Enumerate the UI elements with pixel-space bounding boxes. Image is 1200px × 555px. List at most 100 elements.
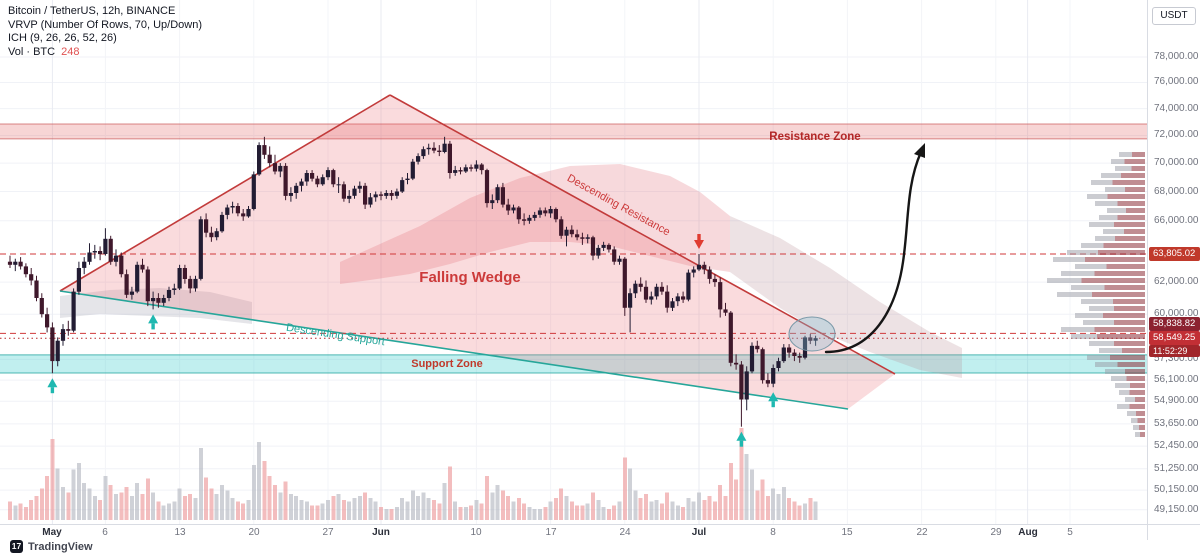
profile-row-up	[1119, 390, 1130, 395]
volume-bar	[225, 490, 230, 520]
price-axis[interactable]: USDT 78,000.00 76,000.00 74,000.00 72,000.0…	[1147, 0, 1200, 524]
chart-area[interactable]: Falling Wedge Descending Resistance Descen…	[0, 0, 1147, 524]
candle-body	[569, 229, 574, 235]
volume-bar	[379, 507, 383, 520]
candle-body	[225, 207, 230, 215]
volume-bar	[373, 501, 378, 520]
axis-price-label: 66,000.00	[1154, 215, 1199, 226]
volume-profile	[1047, 152, 1145, 437]
currency-button[interactable]: USDT	[1152, 7, 1196, 25]
candle-body	[76, 268, 81, 292]
support-zone[interactable]	[0, 354, 1147, 373]
volume-bar	[278, 492, 283, 520]
volume-bar	[156, 501, 161, 520]
legend-symbol-row[interactable]: Bitcoin / TetherUS, 12h, BINANCE	[8, 5, 176, 17]
candle-body	[723, 309, 728, 313]
volume-bar	[326, 499, 330, 520]
candle-body	[151, 298, 156, 302]
annotation-falling-wedge[interactable]: Falling Wedge	[419, 269, 520, 286]
profile-row-down	[1117, 362, 1145, 367]
profile-row-up	[1061, 271, 1095, 276]
volume-bar	[644, 494, 648, 520]
candle-body	[734, 362, 739, 365]
candle-body	[575, 234, 580, 238]
candle-body	[516, 207, 521, 220]
volume-bar	[585, 503, 590, 520]
profile-row-up	[1089, 222, 1115, 227]
candle-body	[659, 286, 664, 292]
volume-bar	[739, 428, 744, 520]
profile-row-down	[1129, 390, 1145, 395]
candle-body	[495, 187, 500, 201]
candle-body	[431, 147, 437, 151]
profile-row-down	[1136, 411, 1145, 416]
annotation-resistance-zone[interactable]: Resistance Zone	[769, 131, 860, 143]
volume-bar	[734, 479, 739, 520]
breakout-arrow[interactable]	[824, 150, 923, 354]
candle-body	[60, 329, 66, 341]
candle-body	[813, 338, 818, 341]
volume-bar	[304, 501, 309, 520]
annotation-support-zone[interactable]: Support Zone	[411, 358, 483, 370]
candle-body	[378, 194, 384, 196]
volume-bar	[776, 494, 781, 520]
breakout-circle[interactable]	[788, 316, 836, 352]
profile-row-down	[1122, 348, 1145, 353]
legend-volume-row[interactable]: Vol · BTC 248	[8, 46, 202, 60]
resistance-zone[interactable]	[0, 124, 1147, 139]
candle-body	[394, 191, 399, 196]
profile-row-down	[1085, 257, 1145, 262]
profile-row-down	[1126, 376, 1145, 381]
profile-row-down	[1103, 243, 1145, 248]
volume-bar	[34, 496, 39, 520]
candle-body	[214, 231, 219, 238]
volume-bar	[765, 496, 770, 520]
axis-price-label: 74,000.00	[1154, 103, 1199, 114]
profile-row-up	[1095, 201, 1118, 206]
candle-body	[553, 209, 558, 220]
candle-body	[410, 161, 415, 179]
candle-body	[808, 337, 813, 341]
candle-body	[140, 264, 145, 270]
candle-body	[129, 291, 134, 295]
profile-row-up	[1119, 152, 1132, 157]
axis-price-label: 60,000.00	[1154, 308, 1199, 319]
axis-price-label: 56,100.00	[1154, 374, 1199, 385]
candle-body	[145, 269, 150, 302]
profile-row-down	[1113, 299, 1145, 304]
wedge-fill	[60, 95, 895, 409]
candle-body	[590, 237, 596, 256]
tradingview-logo[interactable]: 17 TradingView	[10, 540, 93, 553]
legend-indicator-ich[interactable]: ICH (9, 26, 26, 52, 26)	[8, 32, 117, 44]
candle-body	[241, 213, 246, 217]
legend-indicator-vrvp[interactable]: VRVP (Number Of Rows, 70, Up/Down)	[8, 18, 202, 31]
candle-body	[363, 185, 368, 205]
volume-bar	[98, 499, 103, 520]
volume-bar	[135, 483, 140, 520]
volume-bar	[230, 497, 235, 520]
wedge-resistance-line[interactable]	[389, 94, 896, 375]
ichimoku-cloud	[340, 164, 730, 284]
volume-bar	[182, 496, 187, 520]
profile-row-down	[1135, 397, 1145, 402]
profile-row-down	[1114, 320, 1145, 325]
wedge-support-line[interactable]	[59, 290, 849, 410]
time-axis[interactable]: May 6 13 20 27 Jun 10 17 24 Jul 8 15 22 29 Aug 5	[0, 524, 1147, 541]
profile-row-down	[1117, 215, 1145, 220]
volume-bar	[235, 501, 240, 520]
candle-body	[262, 145, 267, 155]
candle-body	[675, 296, 680, 302]
axis-price-label: 68,000.00	[1154, 186, 1199, 197]
profile-row-up	[1107, 208, 1126, 213]
time-label: 13	[174, 527, 186, 538]
countdown-tag: 11:52:29	[1149, 345, 1200, 357]
candle-body	[559, 219, 564, 236]
candle-body	[113, 255, 119, 262]
volume-bar	[193, 497, 198, 520]
candle-body	[426, 147, 431, 150]
volume-bar	[23, 507, 28, 520]
volume-bar	[728, 463, 733, 520]
volume-bar	[702, 499, 707, 520]
